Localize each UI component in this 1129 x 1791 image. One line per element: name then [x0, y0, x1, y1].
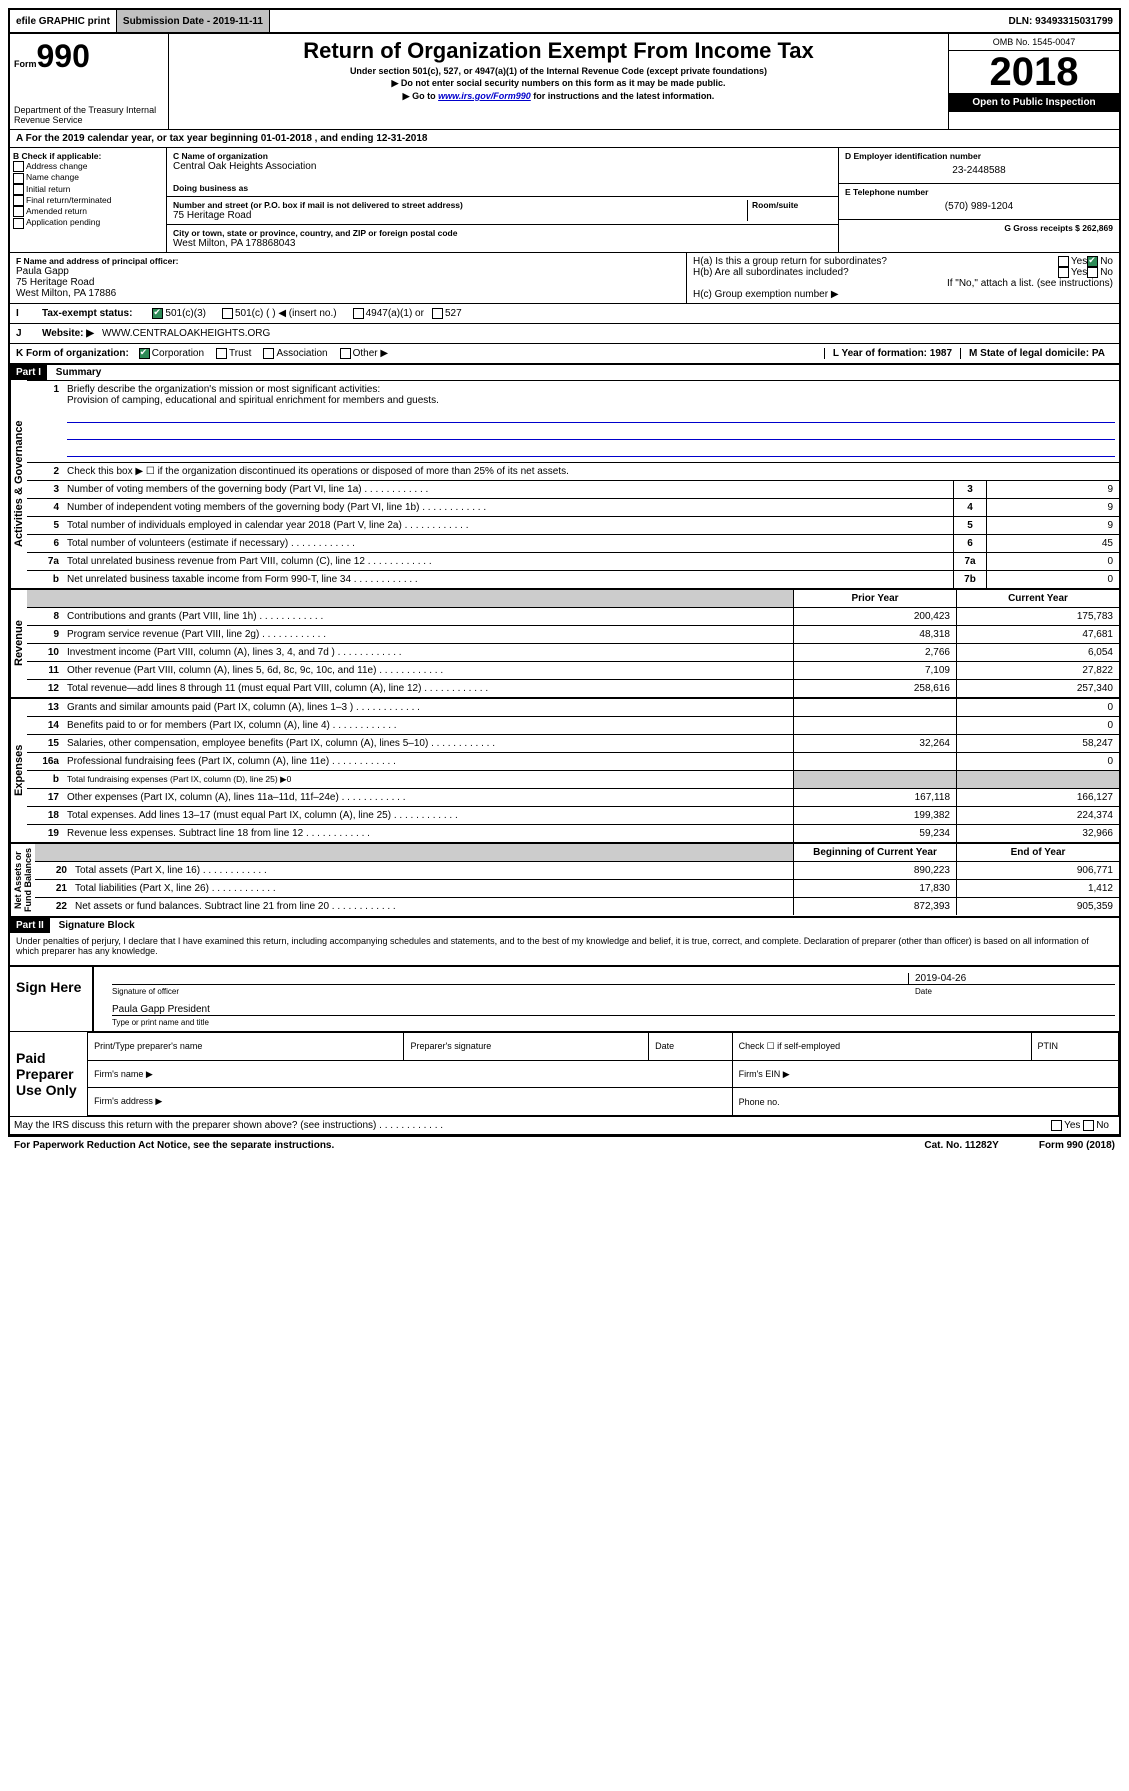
form-title-block: Return of Organization Exempt From Incom…: [169, 34, 948, 129]
year-block: OMB No. 1545-0047 2018 Open to Public In…: [948, 34, 1119, 129]
box-h: H(a) Is this a group return for subordin…: [686, 253, 1119, 303]
instructions-link[interactable]: www.irs.gov/Form990: [438, 91, 531, 101]
dln: DLN: 93493315031799: [1002, 10, 1119, 32]
activities-governance: Activities & Governance 1 Briefly descri…: [10, 380, 1119, 588]
ein: 23-2448588: [845, 161, 1113, 180]
org-name: Central Oak Heights Association: [173, 161, 832, 172]
paid-preparer-block: Paid Preparer Use Only Print/Type prepar…: [10, 1032, 1119, 1116]
discuss-row: May the IRS discuss this return with the…: [10, 1116, 1119, 1134]
summary-row: 6Total number of volunteers (estimate if…: [27, 534, 1119, 552]
financial-row: 18Total expenses. Add lines 13–17 (must …: [27, 806, 1119, 824]
vlabel-revenue: Revenue: [10, 590, 27, 697]
revenue-section: Revenue Prior Year Current Year 8Contrib…: [10, 588, 1119, 697]
check-final[interactable]: Final return/terminated: [13, 195, 163, 206]
box-de: D Employer identification number 23-2448…: [838, 148, 1119, 252]
financial-row: 10Investment income (Part VIII, column (…: [27, 643, 1119, 661]
summary-row: 5Total number of individuals employed in…: [27, 516, 1119, 534]
summary-row: 4Number of independent voting members of…: [27, 498, 1119, 516]
open-public: Open to Public Inspection: [949, 93, 1119, 112]
gross-receipts: G Gross receipts $ 262,869: [845, 223, 1113, 233]
summary-row: 7aTotal unrelated business revenue from …: [27, 552, 1119, 570]
check-amended[interactable]: Amended return: [13, 206, 163, 217]
form-container: Form990 Department of the Treasury Inter…: [8, 34, 1121, 1136]
submission-date: Submission Date - 2019-11-11: [117, 10, 270, 32]
footer: For Paperwork Reduction Act Notice, see …: [8, 1136, 1121, 1154]
sign-here-block: Sign Here 2019-04-26 Signature of office…: [10, 965, 1119, 1032]
financial-row: 19Revenue less expenses. Subtract line 1…: [27, 824, 1119, 842]
row-f-h: F Name and address of principal officer:…: [10, 252, 1119, 303]
dept-treasury: Department of the Treasury Internal Reve…: [14, 105, 164, 125]
check-501c3[interactable]: [152, 308, 163, 319]
financial-row: 12Total revenue—add lines 8 through 11 (…: [27, 679, 1119, 697]
perjury-statement: Under penalties of perjury, I declare th…: [10, 933, 1119, 959]
part-i-header: Part I Summary: [10, 364, 1119, 380]
summary-row: bNet unrelated business taxable income f…: [27, 570, 1119, 588]
vlabel-netassets: Net Assets orFund Balances: [10, 844, 35, 916]
expenses-section: Expenses 13Grants and similar amounts pa…: [10, 697, 1119, 842]
efile-link[interactable]: efile GRAPHIC print: [10, 10, 117, 32]
check-name[interactable]: Name change: [13, 172, 163, 183]
omb-number: OMB No. 1545-0047: [949, 34, 1119, 51]
form-number-block: Form990 Department of the Treasury Inter…: [10, 34, 169, 129]
financial-row: 11Other revenue (Part VIII, column (A), …: [27, 661, 1119, 679]
street-address: 75 Heritage Road: [173, 210, 747, 221]
part-ii-header: Part II Signature Block: [10, 916, 1119, 933]
check-address[interactable]: Address change: [13, 161, 163, 172]
top-bar: efile GRAPHIC print Submission Date - 20…: [8, 8, 1121, 34]
financial-row: 9Program service revenue (Part VIII, lin…: [27, 625, 1119, 643]
k-row: K Form of organization: Corporation Trus…: [10, 343, 1119, 364]
check-4947[interactable]: [353, 308, 364, 319]
tax-year: 2018: [949, 51, 1119, 93]
tax-exempt-row: I Tax-exempt status: 501(c)(3) 501(c) ( …: [10, 303, 1119, 323]
financial-row: 22Net assets or fund balances. Subtract …: [35, 897, 1119, 915]
financial-row: bTotal fundraising expenses (Part IX, co…: [27, 770, 1119, 788]
box-f: F Name and address of principal officer:…: [10, 253, 686, 303]
financial-row: 14Benefits paid to or for members (Part …: [27, 716, 1119, 734]
city-state-zip: West Milton, PA 178868043: [173, 238, 832, 249]
phone: (570) 989-1204: [845, 197, 1113, 216]
section-a: A For the 2019 calendar year, or tax yea…: [10, 129, 1119, 147]
financial-row: 20Total assets (Part X, line 16)890,2239…: [35, 861, 1119, 879]
financial-row: 15Salaries, other compensation, employee…: [27, 734, 1119, 752]
check-527[interactable]: [432, 308, 443, 319]
box-c: C Name of organization Central Oak Heigh…: [167, 148, 838, 252]
main-title: Return of Organization Exempt From Incom…: [173, 38, 944, 64]
vlabel-activities: Activities & Governance: [10, 380, 27, 588]
subtitle-3: ▶ Go to www.irs.gov/Form990 for instruct…: [173, 91, 944, 102]
financial-row: 21Total liabilities (Part X, line 26)17,…: [35, 879, 1119, 897]
mission-text: Provision of camping, educational and sp…: [67, 395, 439, 406]
subtitle-1: Under section 501(c), 527, or 4947(a)(1)…: [173, 66, 944, 76]
financial-row: 8Contributions and grants (Part VIII, li…: [27, 607, 1119, 625]
info-grid: B Check if applicable: Address change Na…: [10, 147, 1119, 252]
netassets-section: Net Assets orFund Balances Beginning of …: [10, 842, 1119, 916]
subtitle-2: ▶ Do not enter social security numbers o…: [173, 78, 944, 89]
check-pending[interactable]: Application pending: [13, 217, 163, 228]
check-501c[interactable]: [222, 308, 233, 319]
summary-row: 3Number of voting members of the governi…: [27, 480, 1119, 498]
preparer-table: Print/Type preparer's name Preparer's si…: [87, 1032, 1119, 1116]
check-corporation[interactable]: [139, 348, 150, 359]
vlabel-expenses: Expenses: [10, 699, 27, 842]
financial-row: 16aProfessional fundraising fees (Part I…: [27, 752, 1119, 770]
website-url[interactable]: WWW.CENTRALOAKHEIGHTS.ORG: [102, 328, 270, 339]
website-row: J Website: ▶ WWW.CENTRALOAKHEIGHTS.ORG: [10, 323, 1119, 343]
financial-row: 13Grants and similar amounts paid (Part …: [27, 699, 1119, 716]
box-b: B Check if applicable: Address change Na…: [10, 148, 167, 252]
check-initial[interactable]: Initial return: [13, 184, 163, 195]
financial-row: 17Other expenses (Part IX, column (A), l…: [27, 788, 1119, 806]
